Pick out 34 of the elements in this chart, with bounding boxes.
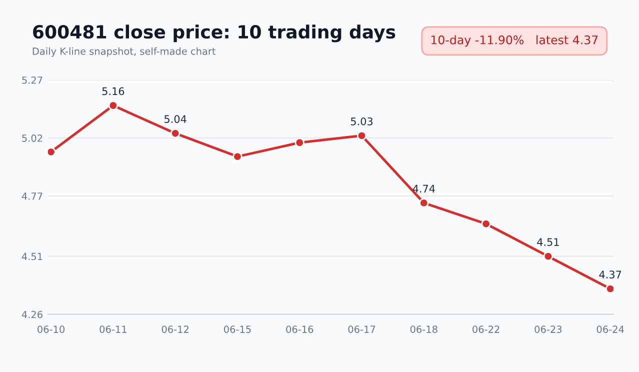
x-tick-label: 06-24 (596, 326, 624, 333)
x-tick-label: 06-17 (348, 326, 376, 333)
x-tick-label: 06-11 (100, 326, 126, 333)
x-tick-label: 06-12 (162, 326, 188, 333)
x-tick-label: 06-18 (410, 326, 438, 333)
y-tick-label: 5.27 (22, 76, 42, 84)
point (170, 128, 180, 138)
x-tick-label: 06-10 (38, 326, 65, 333)
point (605, 284, 614, 294)
point (294, 138, 304, 148)
y-tick-label: 4.26 (22, 310, 42, 318)
x-tick-label: 06-23 (534, 326, 562, 333)
point (543, 251, 554, 262)
y-tick-label: 4.77 (22, 192, 42, 200)
data-label: 4.51 (537, 238, 559, 246)
y-tick-label: 5.02 (22, 134, 42, 142)
x-tick-label: 06-22 (472, 326, 500, 333)
x-tick-label: 06-16 (286, 326, 314, 333)
point (356, 130, 367, 141)
point (108, 100, 118, 110)
y-tick-label: 4.51 (22, 252, 42, 260)
data-label: 4.37 (599, 270, 622, 278)
data-label: 5.04 (164, 115, 186, 123)
data-label: 5.16 (102, 87, 124, 96)
point (481, 218, 491, 229)
point (419, 198, 429, 208)
chart-subtitle: Daily K-line snapshot, self-made chart (32, 47, 216, 57)
x-tick-label: 06-15 (224, 326, 251, 333)
point (48, 147, 56, 157)
data-label: 4.74 (412, 184, 435, 192)
chart-title: 600481 close price: 10 trading days (33, 24, 396, 42)
data-label: 5.03 (350, 117, 373, 126)
point (232, 152, 242, 162)
text: 10-day -11.90% latest 4.37 (431, 35, 598, 47)
